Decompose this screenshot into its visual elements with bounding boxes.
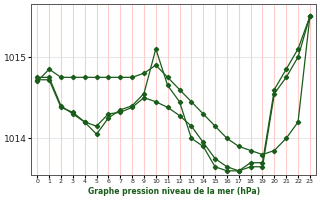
X-axis label: Graphe pression niveau de la mer (hPa): Graphe pression niveau de la mer (hPa) (88, 187, 260, 196)
